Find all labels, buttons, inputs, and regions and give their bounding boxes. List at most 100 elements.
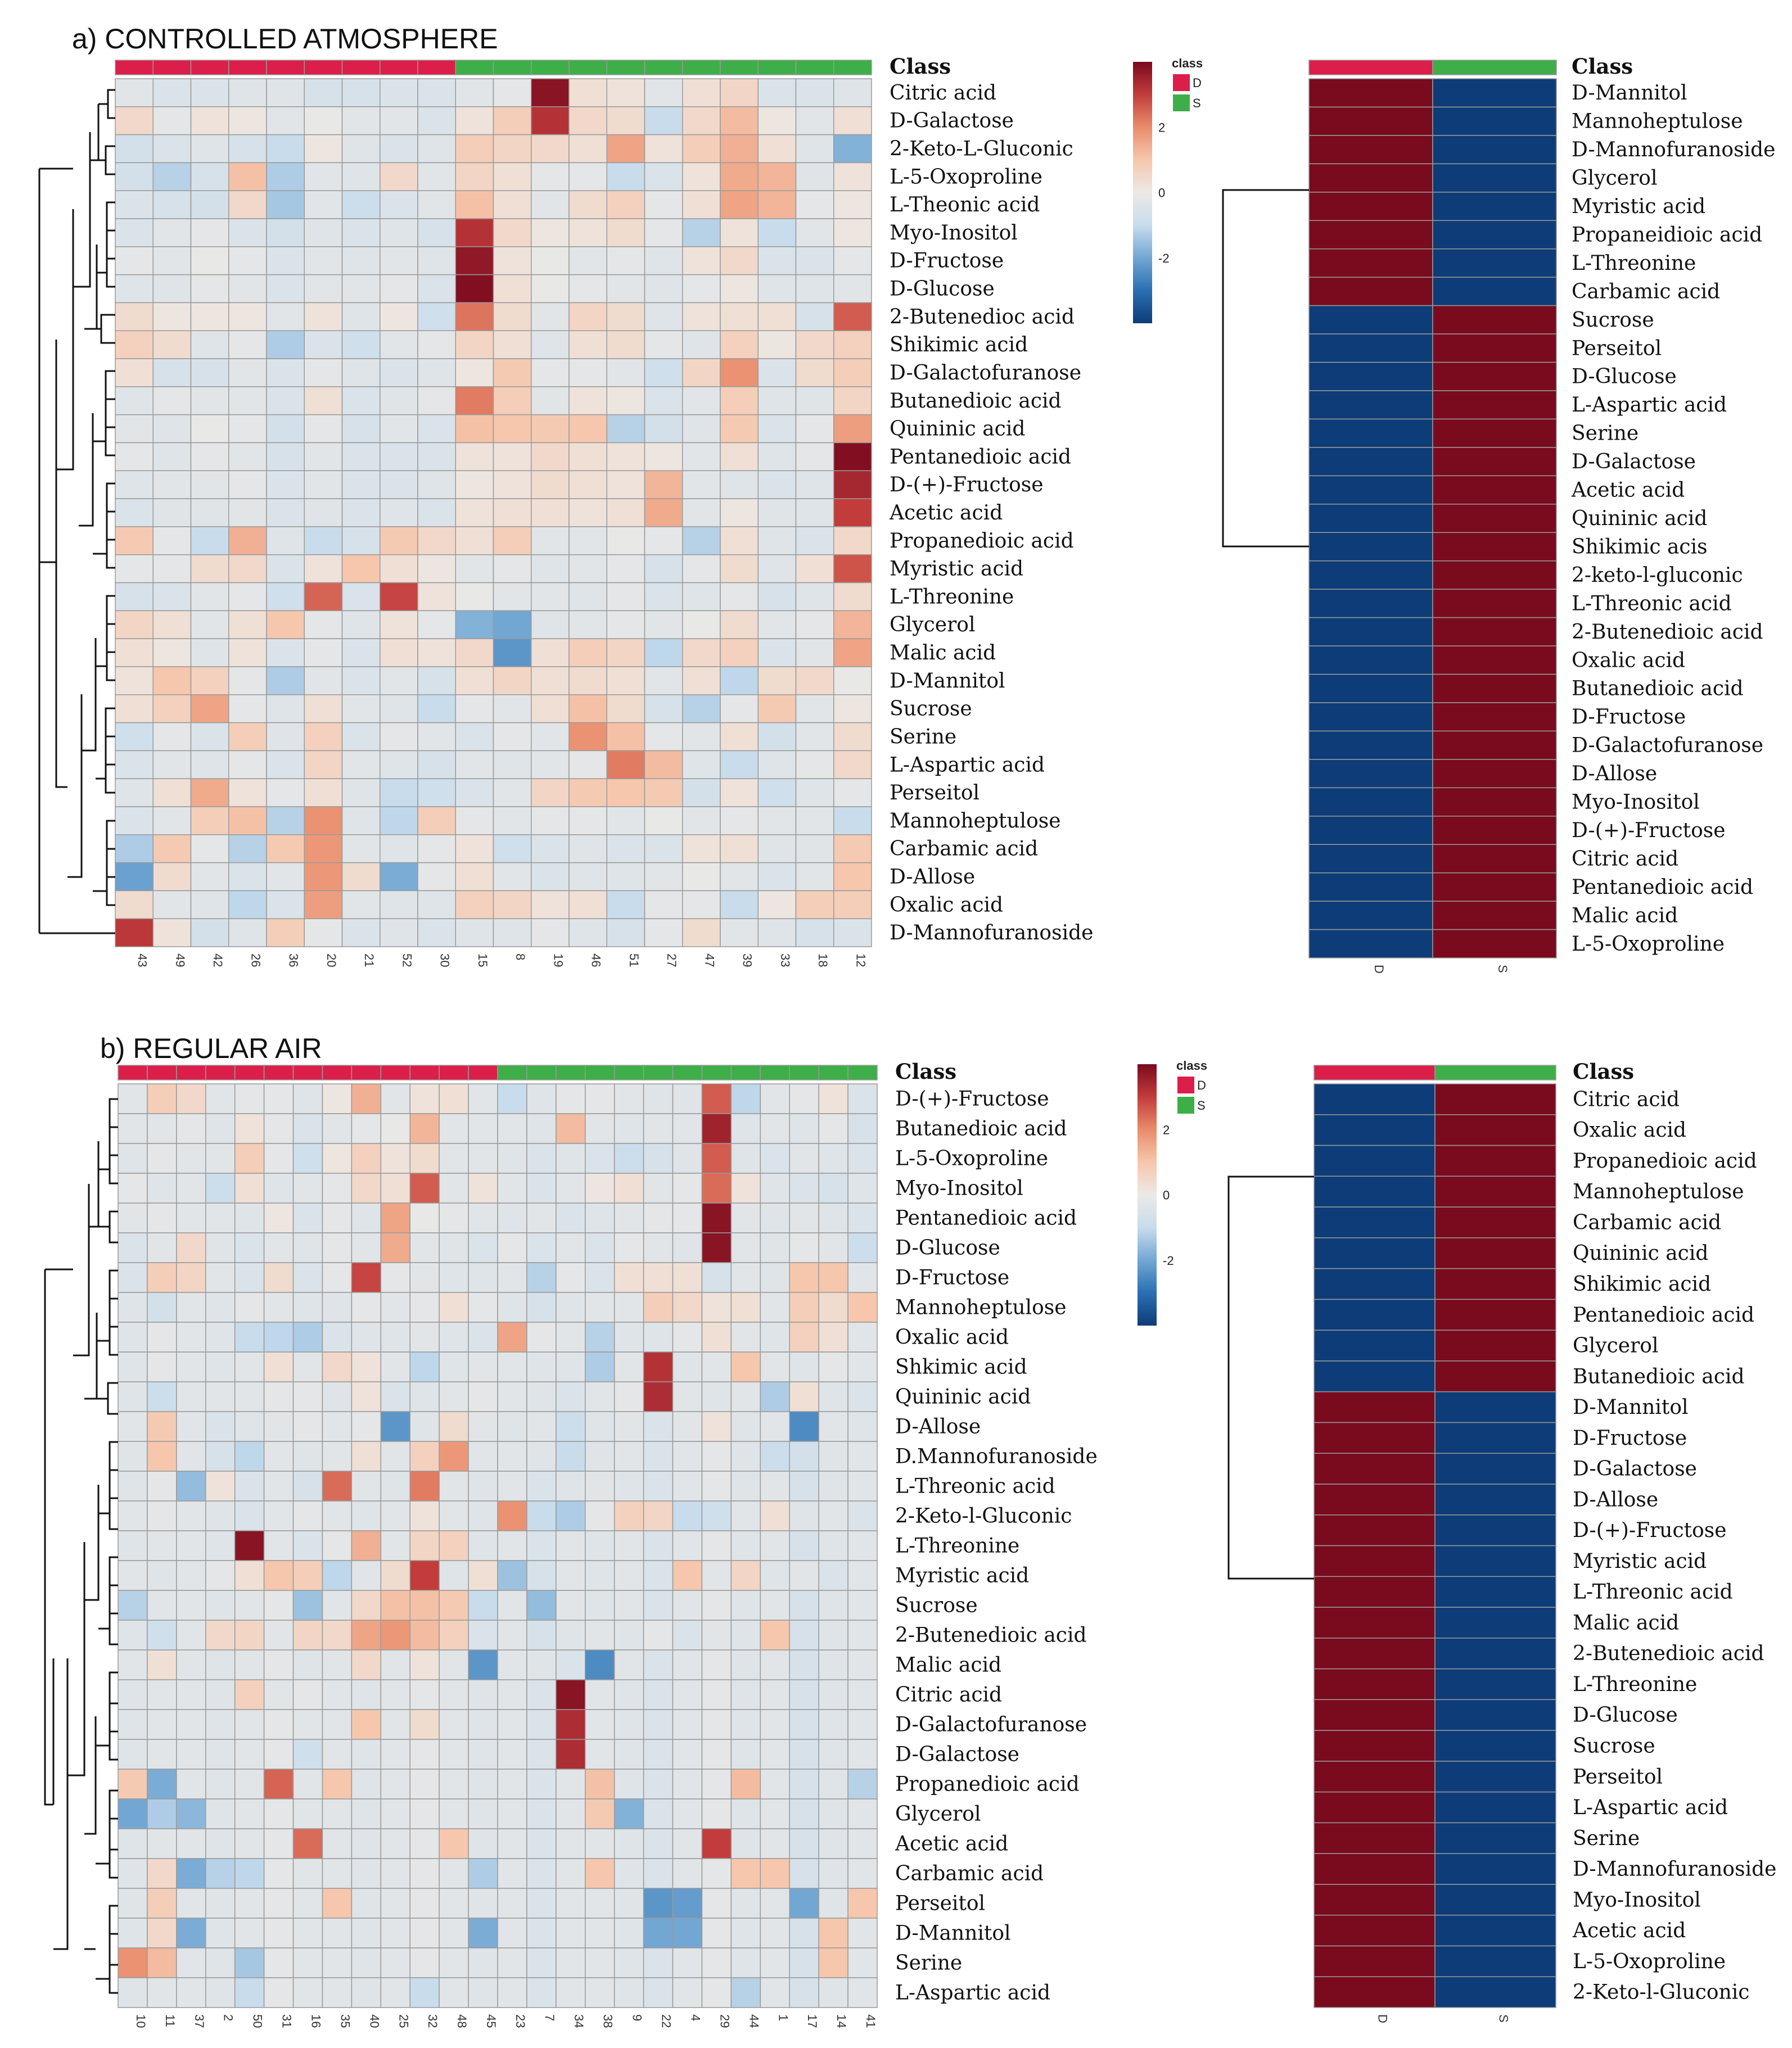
class-bar-cell [322,1065,353,1080]
class-bar-cell [351,1065,382,1080]
heatmap-cell [468,1620,498,1651]
heatmap-cell [606,246,646,275]
heatmap-cell [228,106,267,135]
heatmap-cell [147,1143,177,1174]
heatmap-cell [720,722,759,752]
heatmap-cell [266,106,305,135]
legend-title: class [1176,1059,1207,1073]
heatmap-cell [190,694,229,724]
heatmap-cell [730,1322,761,1353]
heatmap-cell [263,1590,294,1621]
heatmap-cell [720,358,759,387]
heatmap-cell [380,582,418,612]
heatmap-cell [720,274,759,304]
heatmap-cell [682,162,721,191]
heatmap-cell [556,1590,586,1621]
heatmap-cell [568,190,607,219]
heatmap-cell [760,1769,790,1800]
heatmap-cell [409,1322,440,1353]
heatmap-cell [795,218,834,247]
heatmap-cell [1434,1422,1556,1454]
heatmap-cell [730,1590,761,1621]
column-label: 49 [173,953,187,967]
legend-swatch [1177,1097,1194,1114]
heatmap-cell [176,1173,206,1204]
heatmap-cell [263,1500,294,1531]
heatmap-cell [613,1888,644,1919]
heatmap-cell [847,1739,878,1770]
heatmap-cell [643,1143,674,1174]
heatmap-cell [730,1798,761,1829]
heatmap-cell [1432,504,1557,533]
heatmap-cell [730,1262,761,1293]
class-bar-cell [760,1065,790,1080]
heatmap-cell [606,582,646,612]
row-label: Perseitol [1573,1765,1663,1788]
heatmap-cell [757,190,797,219]
column-label: 31 [280,2014,294,2028]
heatmap-cell [439,1590,469,1621]
heatmap-cell [606,834,646,863]
heatmap-cell [455,134,494,164]
heatmap-cell [644,554,683,584]
heatmap-cell [643,1173,674,1204]
heatmap-cell [556,1441,586,1472]
heatmap-cell [757,386,797,415]
heatmap-cell [1432,390,1557,420]
row-label: Butanedioic acid [1572,677,1744,700]
heatmap-cell [228,890,267,919]
heatmap-cell [833,890,872,919]
heatmap-cell [266,218,305,247]
heatmap-cell [795,442,834,472]
heatmap-cell [672,1143,703,1174]
heatmap-cell [526,1679,557,1710]
heatmap-cell [409,1471,440,1502]
heatmap-cell [205,1888,236,1919]
legend-swatch [1173,94,1190,111]
heatmap-cell [730,1769,761,1800]
heatmap-cell [720,330,759,359]
heatmap-cell [720,498,759,527]
heatmap-cell [468,1918,498,1948]
heatmap-cell [795,778,834,807]
heatmap-cell [789,1947,819,1978]
row-label: Myo-Inositol [1573,1888,1701,1911]
heatmap-cell [468,1500,498,1531]
heatmap-cell [234,1232,265,1263]
heatmap-cell [266,666,305,695]
heatmap-cell [606,806,646,835]
heatmap-cell [672,1739,703,1770]
heatmap-cell [757,134,797,164]
heatmap-cell [147,1590,177,1621]
heatmap-cell [818,1173,848,1204]
heatmap-cell [1432,135,1557,165]
heatmap-cell [468,1113,498,1144]
heatmap-cell [147,1709,177,1740]
class-bar-cell [757,60,797,75]
class-bar-cell [228,60,267,75]
heatmap-cell [760,1828,790,1859]
heatmap-cell [556,1262,586,1293]
heatmap-cell [760,1649,790,1680]
heatmap-cell [115,750,154,779]
heatmap-cell [833,582,872,612]
heatmap-cell [341,526,381,555]
heatmap-cell [417,190,456,219]
heatmap-cell [341,834,381,863]
heatmap-cell [439,1322,469,1353]
class-bar-cell [152,60,192,75]
heatmap-cell [493,470,532,499]
heatmap-cell [613,1411,644,1442]
heatmap-cell [176,1977,206,2008]
row-label: L-Aspartic acid [1573,1796,1728,1819]
heatmap-cell [1308,901,1433,930]
heatmap-cell [417,890,456,919]
heatmap-cell [1432,418,1557,448]
heatmap-cell [847,1918,878,1948]
heatmap-cell [497,1709,527,1740]
heatmap-cell [1313,1299,1436,1331]
heatmap-cell [585,1560,615,1591]
heatmap-cell [263,1351,294,1382]
column-label: 9 [630,2014,644,2021]
heatmap-cell [682,330,721,359]
